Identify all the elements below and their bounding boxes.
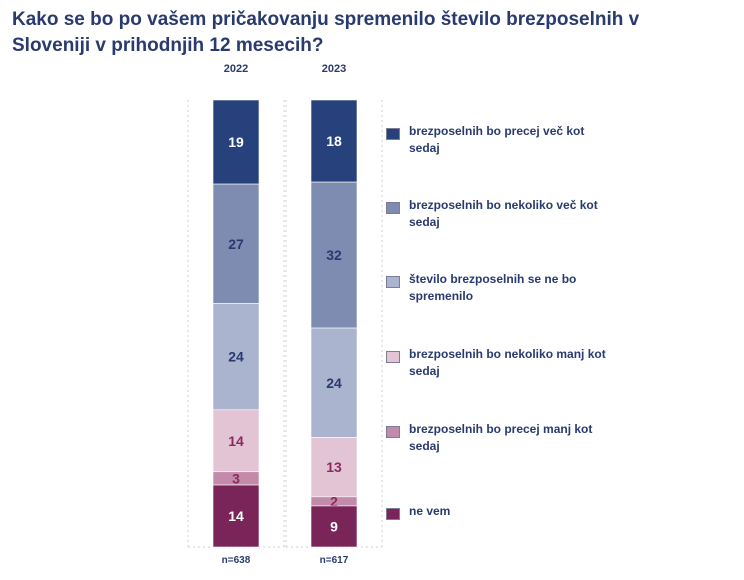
data-label-2022-3: 14: [228, 433, 244, 449]
legend-swatch: [386, 128, 400, 140]
data-label-2022-1: 27: [228, 236, 244, 252]
chart-title: Kako se bo po vašem pričakovanju spremen…: [12, 9, 640, 56]
data-label-2023-5: 9: [330, 518, 338, 534]
bar-segment-2022-0: [212, 99, 260, 185]
data-label-2022-5: 14: [228, 508, 244, 524]
sample-size-2022: n=638: [222, 555, 251, 566]
data-label-2022-0: 19: [228, 134, 244, 150]
data-label-2022-2: 24: [228, 349, 244, 365]
legend-swatch: [386, 426, 400, 438]
bar-segment-2023-3: [310, 437, 358, 498]
legend-label: brezposelnih bo nekoliko več kot sedaj: [409, 198, 598, 229]
data-label-2023-1: 32: [326, 247, 342, 263]
category-label-2022: 2022: [224, 63, 248, 75]
bar-segment-2023-2: [310, 327, 358, 438]
bar-segment-2022-1: [212, 183, 260, 304]
data-label-2023-3: 13: [326, 459, 342, 475]
data-label-2023-0: 18: [326, 133, 342, 149]
legend-swatch: [386, 202, 400, 214]
data-label-2022-4: 3: [232, 470, 240, 486]
bar-segment-2022-5: [212, 484, 260, 548]
legend-label: brezposelnih bo precej manj kot sedaj: [409, 422, 593, 453]
data-label-2023-4: 2: [330, 493, 338, 509]
legend-swatch: [386, 276, 400, 288]
bar-segment-2023-5: [310, 505, 358, 548]
sample-size-2023: n=617: [320, 555, 349, 566]
legend-swatch: [386, 508, 400, 520]
legend-label: število brezposelnih se ne bo spremenilo: [409, 272, 577, 303]
category-label-2023: 2023: [322, 63, 346, 75]
legend-label: ne vem: [409, 504, 451, 518]
legend-swatch: [386, 351, 400, 363]
legend-label: brezposelnih bo nekoliko manj kot sedaj: [409, 347, 606, 378]
data-label-2023-2: 24: [326, 375, 342, 391]
legend-label: brezposelnih bo precej več kot sedaj: [409, 124, 585, 155]
